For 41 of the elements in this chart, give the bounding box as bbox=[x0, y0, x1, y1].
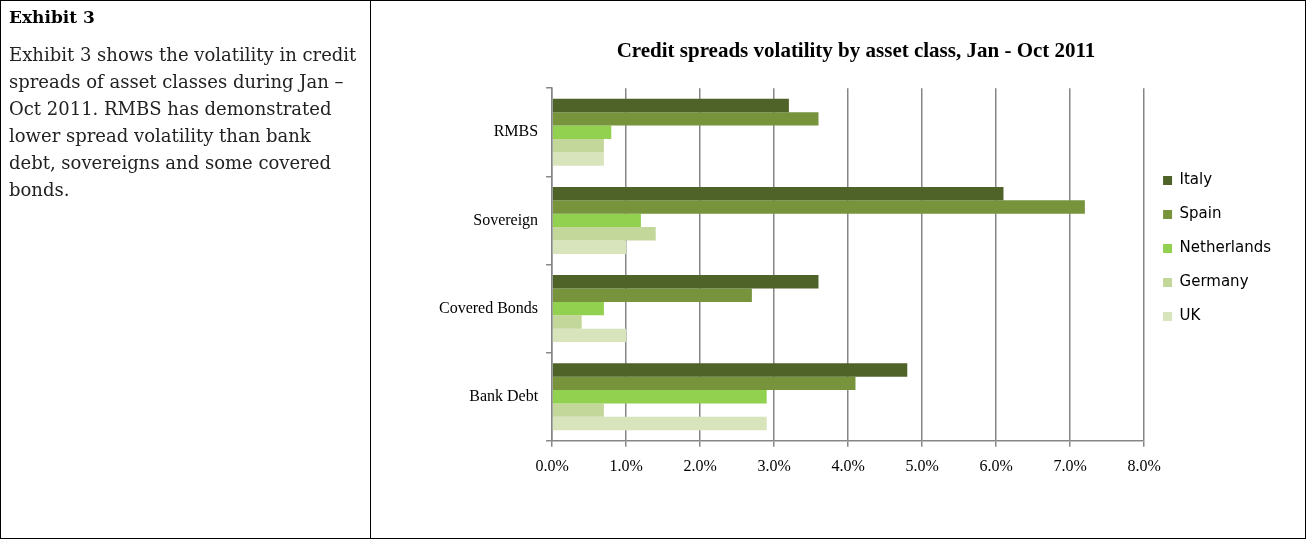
legend-label: Spain bbox=[1179, 204, 1222, 223]
bar bbox=[552, 138, 604, 153]
text: Exhibit 3 bbox=[9, 7, 96, 27]
bar bbox=[552, 112, 819, 126]
bar bbox=[552, 403, 604, 417]
bar bbox=[552, 98, 789, 113]
bar bbox=[552, 152, 604, 166]
bar bbox=[552, 227, 656, 241]
bar bbox=[552, 328, 627, 343]
x-tick-label: 1.0% bbox=[609, 456, 643, 474]
bar bbox=[552, 200, 1085, 214]
bar bbox=[552, 416, 767, 431]
x-tick-label: 3.0% bbox=[757, 456, 791, 474]
bar bbox=[552, 125, 612, 139]
bar bbox=[552, 240, 627, 254]
x-tick-label: 8.0% bbox=[1127, 456, 1161, 474]
bar bbox=[552, 275, 819, 289]
y-tick-label: Sovereign bbox=[473, 210, 539, 229]
bar bbox=[552, 213, 641, 228]
x-tick-label: 7.0% bbox=[1053, 456, 1087, 474]
x-tick-label: 6.0% bbox=[979, 456, 1013, 474]
y-tick-label: RMBS bbox=[493, 122, 539, 140]
x-tick-label: 4.0% bbox=[831, 456, 865, 474]
legend-label: Germany bbox=[1179, 272, 1249, 291]
legend-label: Italy bbox=[1179, 170, 1213, 189]
x-tick-label: 5.0% bbox=[905, 456, 939, 474]
x-tick-label: 2.0% bbox=[683, 456, 717, 474]
chart-title: Credit spreads volatility by asset class, Jan - Oct 2011 bbox=[616, 38, 1096, 63]
bar bbox=[552, 363, 908, 377]
bar bbox=[552, 301, 604, 316]
x-tick-label: 0.0% bbox=[535, 456, 569, 474]
bar bbox=[552, 315, 582, 329]
y-tick-label: Bank Debt bbox=[469, 386, 539, 404]
legend-label: UK bbox=[1179, 306, 1202, 325]
bar bbox=[552, 390, 767, 404]
legend-label: Netherlands bbox=[1179, 238, 1272, 257]
bar bbox=[552, 376, 856, 391]
text: Exhibit 3 shows the volatility in credit spreads of asset classes during Jan – Oct 2011. RMBS has demonstrated lower spread volatility than bank debt, sovereigns and some covered bonds. bbox=[9, 43, 358, 202]
y-tick-label: Covered Bonds bbox=[438, 298, 539, 316]
bar bbox=[552, 186, 1004, 201]
bar bbox=[552, 288, 752, 302]
